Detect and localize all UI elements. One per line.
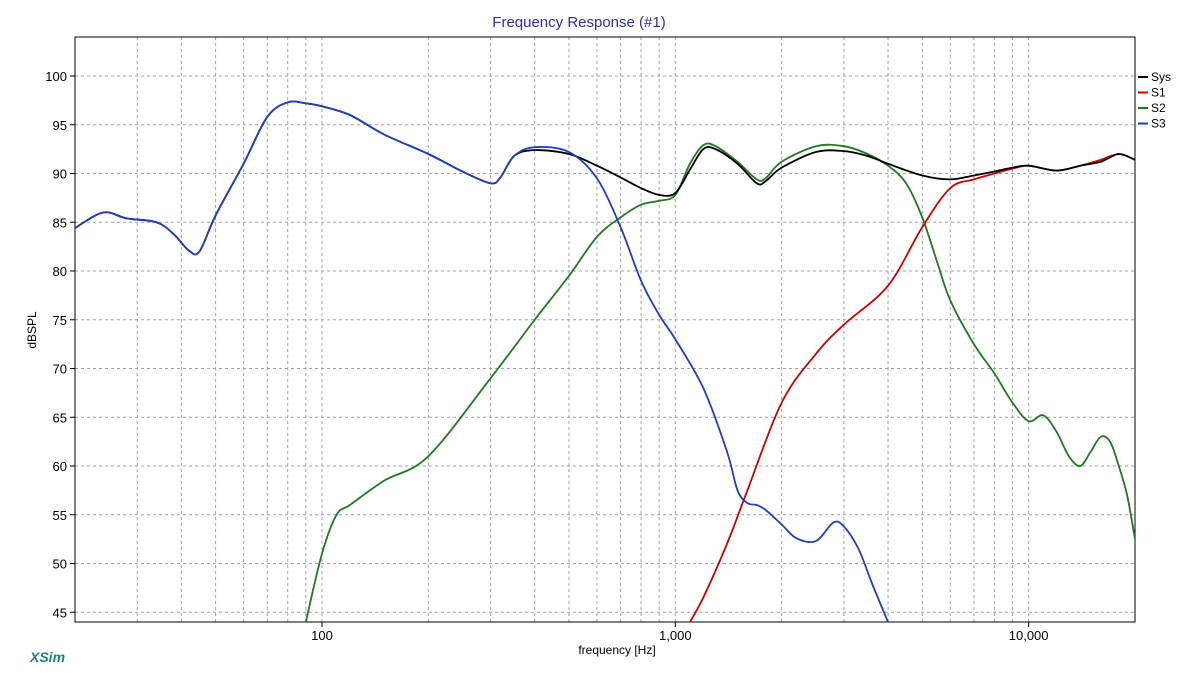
legend-label-sys: Sys: [1151, 70, 1171, 84]
series-line-s2: [304, 142, 1135, 622]
y-tick-label: 75: [53, 313, 67, 328]
grid: [75, 37, 1135, 622]
x-axis-label: frequency [Hz]: [578, 643, 655, 657]
y-axis-label: dBSPL: [25, 311, 39, 349]
plot-area-border: [74, 36, 1136, 623]
y-tick-label: 90: [53, 167, 67, 182]
y-tick-label: 45: [53, 605, 67, 620]
x-tick-label: 100: [311, 628, 333, 643]
y-tick-label: 60: [53, 459, 67, 474]
y-tick-label: 70: [53, 362, 67, 377]
x-tick-label: 10,000: [1009, 628, 1049, 643]
legend-label-s3: S3: [1151, 117, 1166, 131]
legend-label-s2: S2: [1151, 101, 1166, 115]
y-tick-label: 100: [45, 69, 67, 84]
chart-title: Frequency Response (#1): [492, 14, 665, 31]
y-tick-label: 65: [53, 410, 67, 425]
x-axis-ticks: 100 1,000 10,000: [311, 622, 1049, 643]
legend-label-s1: S1: [1151, 86, 1166, 100]
series-line-s3: [75, 100, 889, 622]
y-tick-label: 50: [53, 557, 67, 572]
series-lines: [75, 100, 1135, 622]
y-tick-label: 85: [53, 215, 67, 230]
y-axis-ticks: 45 50 55 60 65 70 75 80 85 90 95 100: [45, 69, 75, 620]
y-tick-label: 95: [53, 118, 67, 133]
y-tick-label: 80: [53, 264, 67, 279]
y-tick-label: 55: [53, 508, 67, 523]
x-tick-label: 1,000: [659, 628, 692, 643]
xsim-logo: XSim: [29, 649, 65, 665]
